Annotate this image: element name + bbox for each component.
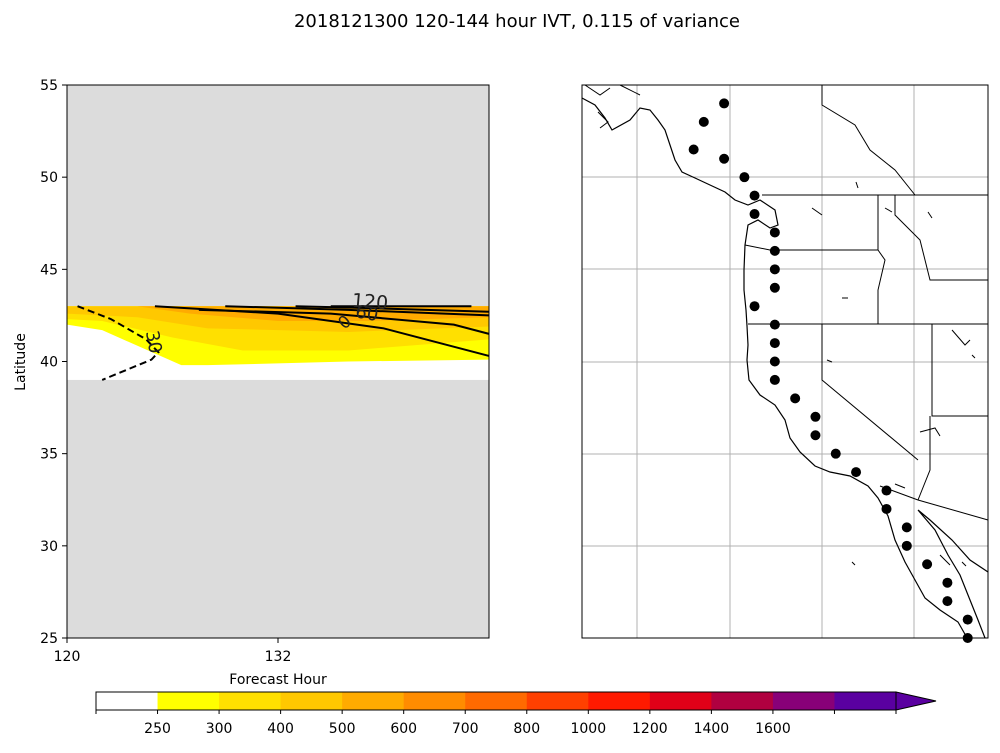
contour-label: 120 (351, 290, 389, 315)
station-marker (881, 485, 892, 496)
colorbar-tick-label: 400 (267, 721, 294, 737)
colorbar-tick-label: 1200 (632, 721, 668, 737)
contour-label: 60 (354, 301, 380, 326)
station-marker (769, 264, 780, 275)
colorbar-tick-label: 1000 (570, 721, 606, 737)
colorbar-tick-label: 250 (144, 721, 171, 737)
ivt-contour-line (198, 308, 490, 335)
station-marker (749, 301, 760, 312)
colorbar-cell (280, 692, 343, 710)
canada-province-border (821, 85, 916, 196)
y-tick-label: 55 (40, 78, 58, 94)
station-marker (810, 430, 821, 441)
baja-gulf-coast (917, 509, 989, 639)
colorbar-extend-arrow (895, 691, 937, 711)
y-tick-label: 40 (40, 355, 58, 371)
y-tick-label: 25 (40, 631, 58, 647)
colorbar-tick-label: 800 (513, 721, 540, 737)
station-marker (698, 116, 709, 127)
west-coast-map (581, 84, 989, 643)
montana-border (894, 195, 988, 281)
station-marker (901, 540, 912, 551)
station-marker (769, 338, 780, 349)
ivt-contour-line (225, 305, 490, 317)
station-marker (739, 172, 750, 183)
colorbar-tick-label: 700 (452, 721, 479, 737)
colorbar-cell (649, 692, 712, 710)
station-marker (719, 153, 730, 164)
colorbar-cell (526, 692, 589, 710)
station-marker (922, 559, 933, 570)
colorbar-cell (588, 692, 651, 710)
colorbar-cell (342, 692, 405, 710)
colorbar-cell (219, 692, 282, 710)
idaho-border (877, 249, 886, 324)
ivt-contour-line (295, 305, 490, 313)
x-tick-label: 132 (265, 649, 292, 665)
colorbar: 250 300 400 500 600 700 800 1000 1200 1400 1600 (95, 691, 937, 737)
station-marker (901, 522, 912, 533)
y-tick-label: 35 (40, 447, 58, 463)
colorbar-cell (157, 692, 220, 710)
colorbar-cell (403, 692, 466, 710)
coastline (581, 97, 967, 637)
x-axis-label: Forecast Hour (229, 672, 327, 688)
x-tick-label: 120 (54, 649, 81, 665)
station-marker (942, 577, 953, 588)
station-marker (769, 356, 780, 367)
nevada-east-border (931, 324, 988, 417)
islands (584, 84, 976, 567)
station-marker (769, 227, 780, 238)
colorbar-frame (95, 691, 897, 711)
station-marker (749, 209, 760, 220)
colorbar-tick-label: 1600 (755, 721, 791, 737)
y-axis-label: Latitude (13, 333, 29, 391)
colorbar-cell (711, 692, 774, 710)
station-marker (719, 98, 730, 109)
contour-label: 30 (141, 329, 166, 355)
colorbar-cell (834, 692, 897, 710)
colorbar-cell (465, 692, 528, 710)
station-marker (790, 393, 801, 404)
colorbar-tick-label: 300 (206, 721, 233, 737)
y-tick-label: 50 (40, 170, 58, 186)
station-marker (962, 614, 973, 625)
ivt-contour-line (77, 305, 160, 381)
colorbar-cell (772, 692, 835, 710)
washington-oregon-border (744, 195, 879, 251)
y-tick-label: 30 (40, 539, 58, 555)
station-marker (688, 144, 699, 155)
station-marker (851, 467, 862, 478)
station-marker (769, 319, 780, 330)
colorbar-tick-label: 600 (390, 721, 417, 737)
station-marker (881, 503, 892, 514)
station-marker (749, 190, 760, 201)
arizona-border (917, 416, 931, 501)
station-marker (830, 448, 841, 459)
us-mexico-border (879, 485, 989, 521)
y-tick-label: 45 (40, 262, 58, 278)
colorbar-tick-label: 1400 (694, 721, 730, 737)
california-nevada-border (821, 324, 919, 461)
colorbar-cell (96, 692, 159, 710)
map-frame (581, 84, 989, 639)
station-marker (942, 596, 953, 607)
station-marker (769, 374, 780, 385)
colorbar-tick-label: 500 (329, 721, 356, 737)
figure-title: 2018121300 120-144 hour IVT, 0.115 of va… (294, 11, 740, 32)
station-marker (769, 245, 780, 256)
station-marker (810, 411, 821, 422)
station-marker (769, 282, 780, 293)
